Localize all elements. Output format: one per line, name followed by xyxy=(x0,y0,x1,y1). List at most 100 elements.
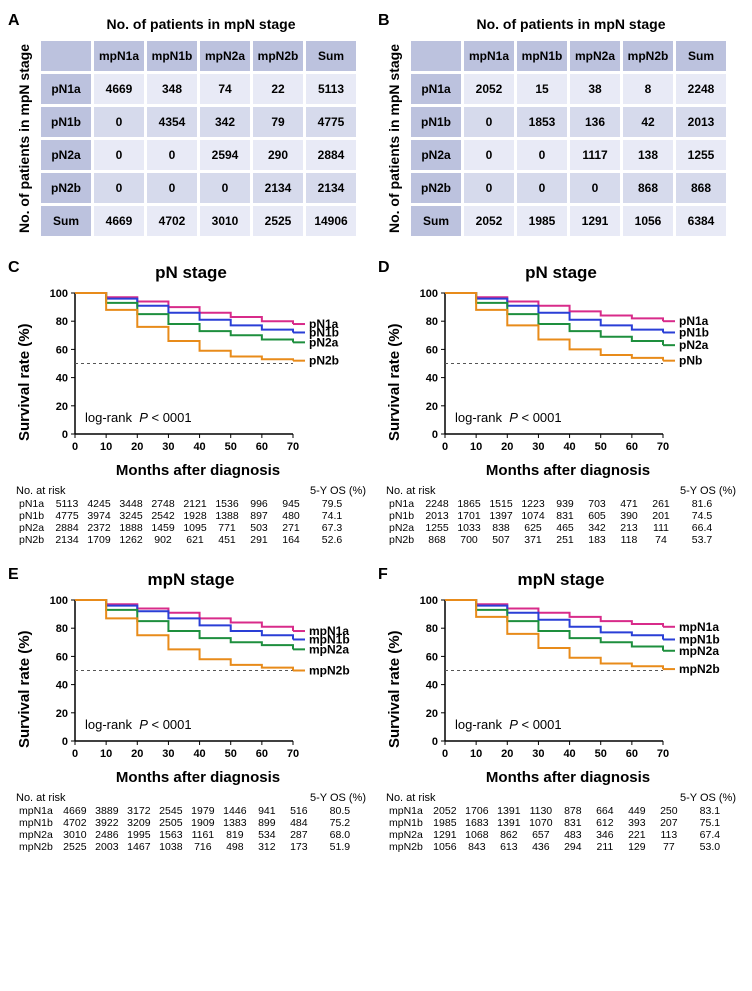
table-cell: 42 xyxy=(623,107,673,137)
table-cell: pN2a xyxy=(411,140,461,170)
svg-text:30: 30 xyxy=(532,748,544,760)
table-cell: 138 xyxy=(623,140,673,170)
table-cell: 6384 xyxy=(676,206,726,236)
table-cell: 868 xyxy=(676,173,726,203)
svg-text:40: 40 xyxy=(56,680,68,692)
svg-text:40: 40 xyxy=(563,441,575,453)
svg-text:100: 100 xyxy=(420,288,438,300)
table-cell: 38 xyxy=(570,74,620,104)
table-cell: Sum xyxy=(41,206,91,236)
svg-text:70: 70 xyxy=(657,748,669,760)
svg-text:20: 20 xyxy=(426,708,438,720)
table-cell: 136 xyxy=(570,107,620,137)
chart-ylabel-D: Survival rate (%) xyxy=(386,285,403,479)
table-cell: 2594 xyxy=(200,140,250,170)
table-header-cell: mpN2a xyxy=(200,41,250,71)
svg-text:60: 60 xyxy=(56,344,68,356)
table-cell: 2052 xyxy=(464,74,514,104)
chart-ylabel-C: Survival rate (%) xyxy=(16,285,33,479)
table-cell: 1255 xyxy=(676,140,726,170)
panel-label-B: B xyxy=(378,12,390,30)
svg-text:log-rank P < 0001: log-rank P < 0001 xyxy=(85,410,192,425)
table-cell: 4775 xyxy=(306,107,356,137)
svg-text:10: 10 xyxy=(470,748,482,760)
svg-text:10: 10 xyxy=(100,748,112,760)
svg-text:60: 60 xyxy=(56,651,68,663)
table-header-cell: mpN2b xyxy=(253,41,303,71)
table-header-cell: mpN2b xyxy=(623,41,673,71)
risk-table-C: No. at risk5-Y OS (%)pN1a511342453448274… xyxy=(16,485,366,546)
svg-text:60: 60 xyxy=(626,441,638,453)
svg-text:100: 100 xyxy=(50,288,68,300)
panel-E: E mpN stageSurvival rate (%)020406080100… xyxy=(16,570,366,853)
table-cell: 0 xyxy=(570,173,620,203)
table-header-cell: mpN1a xyxy=(464,41,514,71)
table-cell: 0 xyxy=(200,173,250,203)
table-A-toplabel: No. of patients in mpN stage xyxy=(36,16,366,32)
table-cell: 868 xyxy=(623,173,673,203)
svg-text:mpN2b: mpN2b xyxy=(309,664,350,678)
svg-text:60: 60 xyxy=(426,344,438,356)
svg-text:20: 20 xyxy=(131,748,143,760)
svg-text:40: 40 xyxy=(426,680,438,692)
panel-A: A No. of patients in mpN stage No. of pa… xyxy=(16,16,366,239)
chart-title-D: pN stage xyxy=(386,263,736,283)
table-cell: 2525 xyxy=(253,206,303,236)
chart-xlabel-F: Months after diagnosis xyxy=(403,769,733,786)
table-cell: 0 xyxy=(464,140,514,170)
svg-text:0: 0 xyxy=(432,429,438,441)
chart-ylabel-F: Survival rate (%) xyxy=(386,592,403,786)
table-cell: pN2b xyxy=(41,173,91,203)
table-cell: 0 xyxy=(464,107,514,137)
table-cell: 3010 xyxy=(200,206,250,236)
svg-text:0: 0 xyxy=(62,429,68,441)
km-plot-E: 020406080100010203040506070mpN1ampN1bmpN… xyxy=(33,592,363,767)
svg-text:60: 60 xyxy=(626,748,638,760)
svg-text:30: 30 xyxy=(162,441,174,453)
table-cell: 0 xyxy=(94,173,144,203)
svg-text:mpN2a: mpN2a xyxy=(679,644,719,658)
svg-text:10: 10 xyxy=(100,441,112,453)
table-cell: 15 xyxy=(517,74,567,104)
svg-text:30: 30 xyxy=(162,748,174,760)
panel-B: B No. of patients in mpN stage No. of pa… xyxy=(386,16,736,239)
chart-title-F: mpN stage xyxy=(386,570,736,590)
svg-text:0: 0 xyxy=(442,748,448,760)
svg-text:40: 40 xyxy=(426,373,438,385)
table-cell: 348 xyxy=(147,74,197,104)
table-cell: 2134 xyxy=(253,173,303,203)
table-header-cell: mpN1b xyxy=(147,41,197,71)
table-cell: pN1a xyxy=(411,74,461,104)
svg-text:40: 40 xyxy=(193,748,205,760)
svg-text:0: 0 xyxy=(442,441,448,453)
svg-text:20: 20 xyxy=(56,401,68,413)
chart-xlabel-C: Months after diagnosis xyxy=(33,462,363,479)
chart-ylabel-E: Survival rate (%) xyxy=(16,592,33,786)
table-cell: 0 xyxy=(517,140,567,170)
svg-text:20: 20 xyxy=(56,708,68,720)
table-cell: 22 xyxy=(253,74,303,104)
svg-text:20: 20 xyxy=(131,441,143,453)
table-cell: 0 xyxy=(94,140,144,170)
table-cell: 5113 xyxy=(306,74,356,104)
svg-text:log-rank P < 0001: log-rank P < 0001 xyxy=(85,717,192,732)
km-plot-F: 020406080100010203040506070mpN1ampN1bmpN… xyxy=(403,592,733,767)
svg-text:20: 20 xyxy=(426,401,438,413)
svg-text:80: 80 xyxy=(426,623,438,635)
panel-label-D: D xyxy=(378,259,390,277)
svg-text:pN2b: pN2b xyxy=(309,354,339,368)
panel-label-A: A xyxy=(8,12,20,30)
svg-text:0: 0 xyxy=(72,441,78,453)
panel-F: F mpN stageSurvival rate (%)020406080100… xyxy=(386,570,736,853)
table-header-cell: mpN1b xyxy=(517,41,567,71)
svg-text:20: 20 xyxy=(501,441,513,453)
table-cell: 342 xyxy=(200,107,250,137)
km-plot-C: 020406080100010203040506070pN1apN1bpN2ap… xyxy=(33,285,363,460)
panel-D: D pN stageSurvival rate (%)0204060801000… xyxy=(386,263,736,546)
svg-text:40: 40 xyxy=(193,441,205,453)
svg-text:0: 0 xyxy=(62,736,68,748)
svg-text:0: 0 xyxy=(432,736,438,748)
svg-text:0: 0 xyxy=(72,748,78,760)
svg-text:60: 60 xyxy=(256,748,268,760)
svg-text:10: 10 xyxy=(470,441,482,453)
